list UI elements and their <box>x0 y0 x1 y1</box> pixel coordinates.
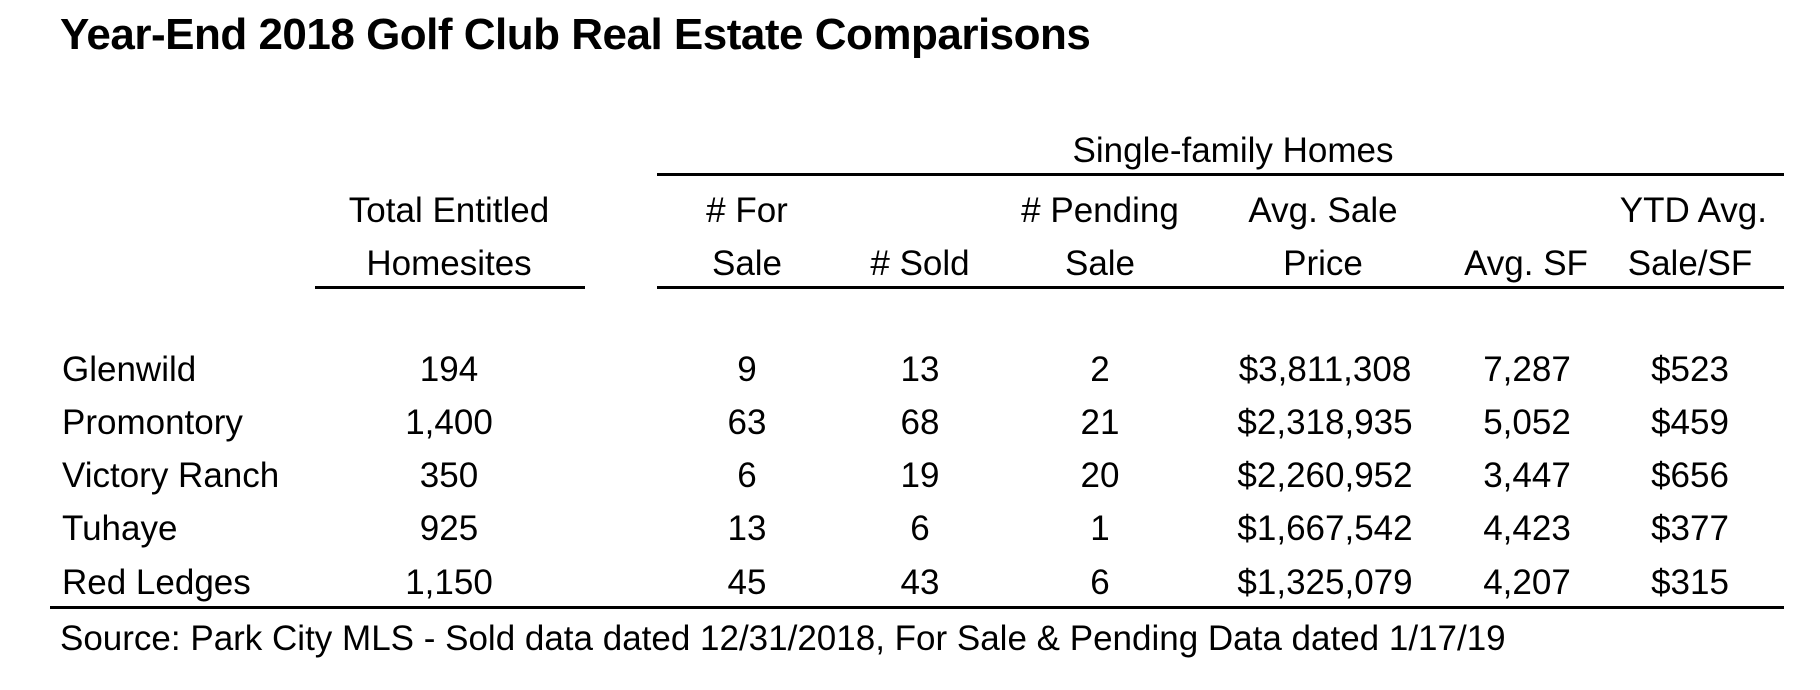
cell-for-sale: 13 <box>727 509 767 548</box>
page-title: Year-End 2018 Golf Club Real Estate Comp… <box>60 10 1091 59</box>
col-header-for-sale-2: Sale <box>711 244 783 283</box>
sfh-header-rule <box>657 286 1784 289</box>
cell-pending: 21 <box>1080 403 1120 442</box>
cell-pending: 1 <box>1090 509 1110 548</box>
cell-for-sale: 63 <box>727 403 767 442</box>
col-header-pending-1: # Pending <box>1021 191 1179 230</box>
cell-name: Tuhaye <box>62 509 178 548</box>
cell-sold: 43 <box>900 563 940 602</box>
cell-name: Red Ledges <box>62 563 251 602</box>
cell-name: Glenwild <box>62 350 197 389</box>
col-header-avg-price-2: Price <box>1283 244 1363 283</box>
group-header-rule <box>657 173 1784 176</box>
cell-for-sale: 6 <box>737 456 757 495</box>
col-header-pending-2: Sale <box>1064 244 1136 283</box>
cell-name: Promontory <box>62 403 243 442</box>
col-header-avg-sf: Avg. SF <box>1464 244 1588 283</box>
col-header-homesites-2: Homesites <box>366 244 532 283</box>
cell-pending: 6 <box>1090 563 1110 602</box>
cell-avg-price: $1,667,542 <box>1237 509 1413 548</box>
col-header-ytd-1: YTD Avg. <box>1619 191 1767 230</box>
cell-for-sale: 45 <box>727 563 767 602</box>
cell-pending: 20 <box>1080 456 1120 495</box>
cell-sold: 13 <box>900 350 940 389</box>
cell-homesites: 350 <box>419 456 479 495</box>
cell-avg-price: $1,325,079 <box>1237 563 1413 602</box>
col-header-for-sale-1: # For <box>706 191 788 230</box>
cell-ytd: $459 <box>1651 403 1729 442</box>
col-header-homesites-1: Total Entitled <box>348 191 550 230</box>
group-header: Single-family Homes <box>1072 131 1394 170</box>
col-header-sold: # Sold <box>870 244 970 283</box>
cell-avg-price: $3,811,308 <box>1238 350 1412 389</box>
cell-avg-sf: 4,423 <box>1483 509 1571 548</box>
cell-homesites: 925 <box>419 509 479 548</box>
cell-ytd: $315 <box>1651 563 1729 602</box>
cell-avg-price: $2,260,952 <box>1237 456 1413 495</box>
cell-for-sale: 9 <box>737 350 757 389</box>
homesites-header-rule <box>315 286 585 289</box>
cell-homesites: 1,400 <box>405 403 493 442</box>
cell-homesites: 1,150 <box>405 563 493 602</box>
table-bottom-rule <box>50 606 1784 609</box>
cell-ytd: $377 <box>1651 509 1729 548</box>
cell-sold: 68 <box>900 403 940 442</box>
col-header-ytd-2: Sale/SF <box>1627 244 1753 283</box>
cell-avg-sf: 3,447 <box>1483 456 1571 495</box>
cell-ytd: $523 <box>1651 350 1729 389</box>
cell-ytd: $656 <box>1651 456 1729 495</box>
col-header-avg-price-1: Avg. Sale <box>1248 191 1398 230</box>
cell-avg-price: $2,318,935 <box>1237 403 1413 442</box>
cell-avg-sf: 5,052 <box>1483 403 1571 442</box>
cell-name: Victory Ranch <box>62 456 280 495</box>
cell-avg-sf: 4,207 <box>1483 563 1571 602</box>
cell-homesites: 194 <box>419 350 479 389</box>
cell-sold: 19 <box>900 456 940 495</box>
cell-sold: 6 <box>910 509 930 548</box>
source-note: Source: Park City MLS - Sold data dated … <box>60 619 1506 658</box>
cell-avg-sf: 7,287 <box>1483 350 1571 389</box>
cell-pending: 2 <box>1090 350 1110 389</box>
